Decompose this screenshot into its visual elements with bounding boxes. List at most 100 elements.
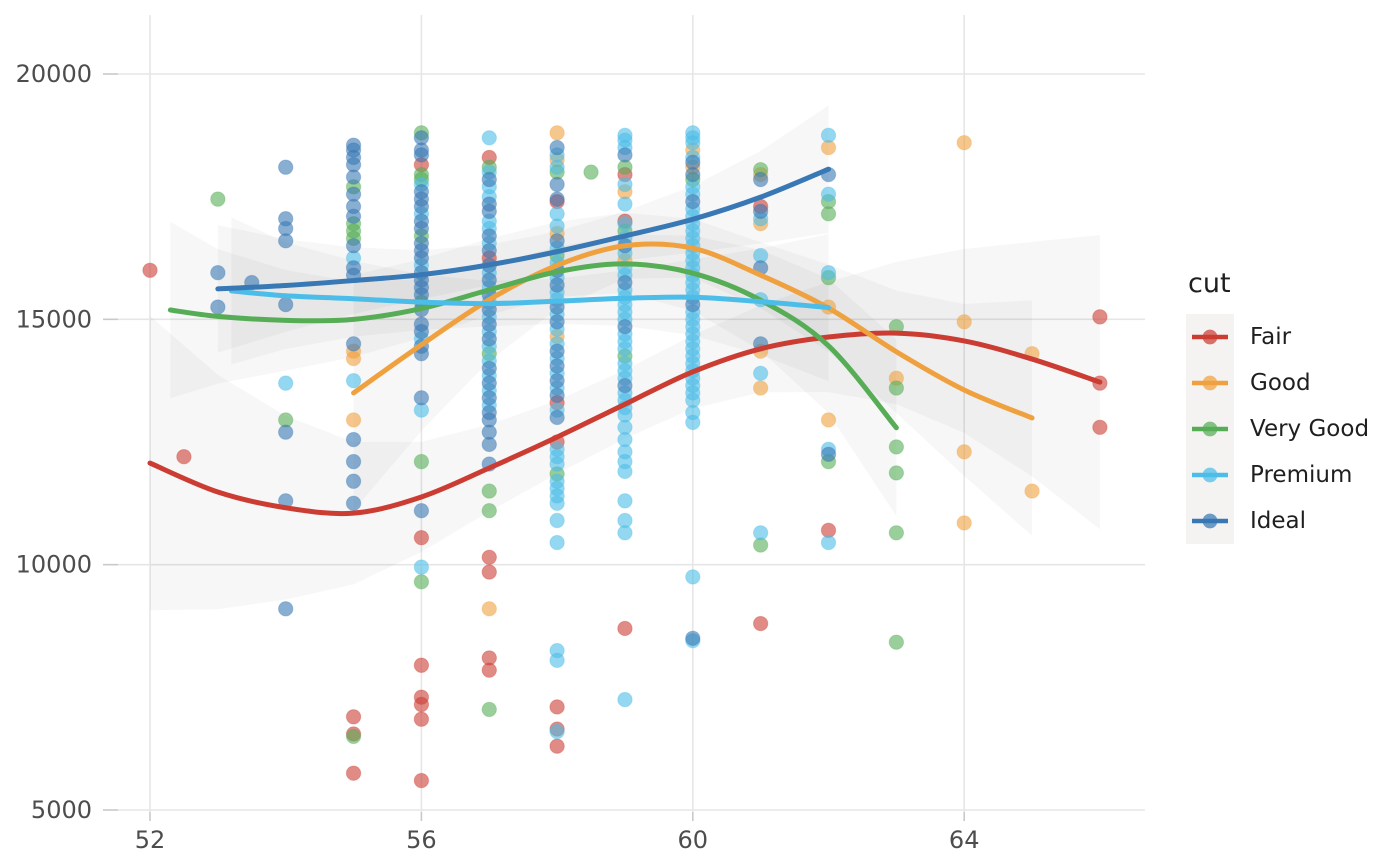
data-point bbox=[549, 652, 565, 669]
y-tick-label: 20000 bbox=[16, 60, 92, 88]
data-point bbox=[549, 512, 565, 529]
legend-key-glyph-icon bbox=[1192, 513, 1228, 529]
data-point bbox=[278, 159, 294, 175]
data-point bbox=[820, 534, 837, 551]
legend-key-good bbox=[1186, 360, 1234, 406]
legend-key-point bbox=[1202, 421, 1218, 437]
y-tick-label: 15000 bbox=[16, 305, 92, 333]
data-point bbox=[752, 203, 769, 220]
data-point bbox=[345, 208, 362, 224]
data-point bbox=[278, 233, 294, 249]
data-point bbox=[278, 424, 294, 440]
legend-title: cut bbox=[1188, 268, 1231, 299]
legend-key-ideal bbox=[1186, 498, 1234, 544]
legend-key-point bbox=[1202, 329, 1218, 345]
data-point bbox=[549, 314, 565, 330]
smooth-line-good bbox=[351, 241, 1035, 421]
data-point bbox=[617, 147, 633, 163]
data-point bbox=[481, 564, 497, 580]
data-point bbox=[820, 446, 837, 462]
data-point bbox=[956, 444, 972, 460]
data-point bbox=[210, 265, 226, 281]
data-point bbox=[549, 409, 565, 426]
data-point bbox=[752, 171, 769, 188]
data-point bbox=[752, 525, 769, 541]
data-point bbox=[888, 634, 905, 650]
data-point bbox=[481, 228, 497, 244]
legend-entry-fair: Fair bbox=[1186, 314, 1369, 360]
data-point bbox=[210, 299, 226, 315]
data-point bbox=[413, 574, 430, 590]
data-point bbox=[345, 431, 362, 448]
legend-entry-label: Ideal bbox=[1250, 508, 1307, 534]
data-point bbox=[617, 176, 633, 193]
data-point bbox=[549, 139, 565, 156]
points-layer bbox=[142, 125, 1108, 789]
legend-key-point bbox=[1202, 513, 1218, 529]
x-tick-label: 52 bbox=[135, 826, 166, 854]
data-point bbox=[617, 620, 633, 637]
smooth-line-ideal bbox=[215, 166, 831, 292]
data-point bbox=[481, 360, 497, 377]
data-point bbox=[617, 274, 633, 291]
x-tick-label: 64 bbox=[949, 826, 980, 854]
data-point bbox=[481, 701, 497, 718]
data-point bbox=[481, 171, 497, 188]
data-point bbox=[549, 125, 565, 141]
legend-entry-label: Premium bbox=[1250, 462, 1353, 488]
data-point bbox=[752, 380, 769, 396]
data-point bbox=[549, 343, 565, 359]
data-point bbox=[956, 515, 972, 531]
data-point bbox=[413, 559, 430, 575]
legend-entry-very-good: Very Good bbox=[1186, 406, 1369, 452]
legend-entry-ideal: Ideal bbox=[1186, 498, 1369, 544]
smooth-line-very-good bbox=[167, 261, 899, 431]
smooth-line-premium bbox=[228, 288, 831, 311]
data-point bbox=[617, 341, 633, 357]
data-point bbox=[413, 529, 430, 546]
data-point bbox=[888, 439, 905, 455]
data-point bbox=[413, 250, 430, 266]
x-axis-labels: 52 56 60 64 bbox=[135, 826, 980, 854]
data-point bbox=[345, 238, 362, 254]
data-point bbox=[617, 463, 633, 480]
data-point bbox=[549, 387, 565, 404]
data-point bbox=[481, 130, 497, 146]
legend-key-glyph-icon bbox=[1192, 421, 1228, 437]
data-point bbox=[481, 331, 497, 347]
data-point bbox=[549, 534, 565, 551]
legend-entry-premium: Premium bbox=[1186, 452, 1369, 498]
x-tick-label: 60 bbox=[678, 826, 709, 854]
legend-entry-good: Good bbox=[1186, 360, 1369, 406]
data-point bbox=[345, 412, 362, 428]
data-point bbox=[345, 495, 362, 512]
data-point bbox=[345, 709, 362, 725]
data-point bbox=[888, 525, 905, 541]
data-point bbox=[345, 728, 362, 745]
data-point bbox=[345, 453, 362, 470]
data-point bbox=[413, 711, 430, 727]
data-point bbox=[481, 242, 497, 259]
data-point bbox=[752, 365, 769, 382]
data-point bbox=[549, 159, 565, 175]
data-point bbox=[481, 375, 497, 391]
data-point bbox=[481, 436, 497, 453]
legend-key-point bbox=[1202, 467, 1218, 483]
data-point bbox=[685, 166, 701, 183]
data-point bbox=[820, 206, 837, 222]
data-point bbox=[278, 601, 294, 617]
data-point bbox=[549, 699, 565, 715]
data-point bbox=[685, 134, 701, 151]
data-point bbox=[617, 493, 633, 509]
x-tick-label: 56 bbox=[406, 826, 437, 854]
data-point bbox=[685, 569, 701, 585]
legend-key-point bbox=[1202, 375, 1218, 391]
data-point bbox=[142, 262, 158, 278]
data-point bbox=[1092, 309, 1108, 325]
data-point bbox=[481, 502, 497, 519]
data-point bbox=[549, 176, 565, 193]
data-point bbox=[549, 372, 565, 389]
legend-entry-label: Fair bbox=[1250, 324, 1292, 350]
legend-key-very-good bbox=[1186, 406, 1234, 452]
